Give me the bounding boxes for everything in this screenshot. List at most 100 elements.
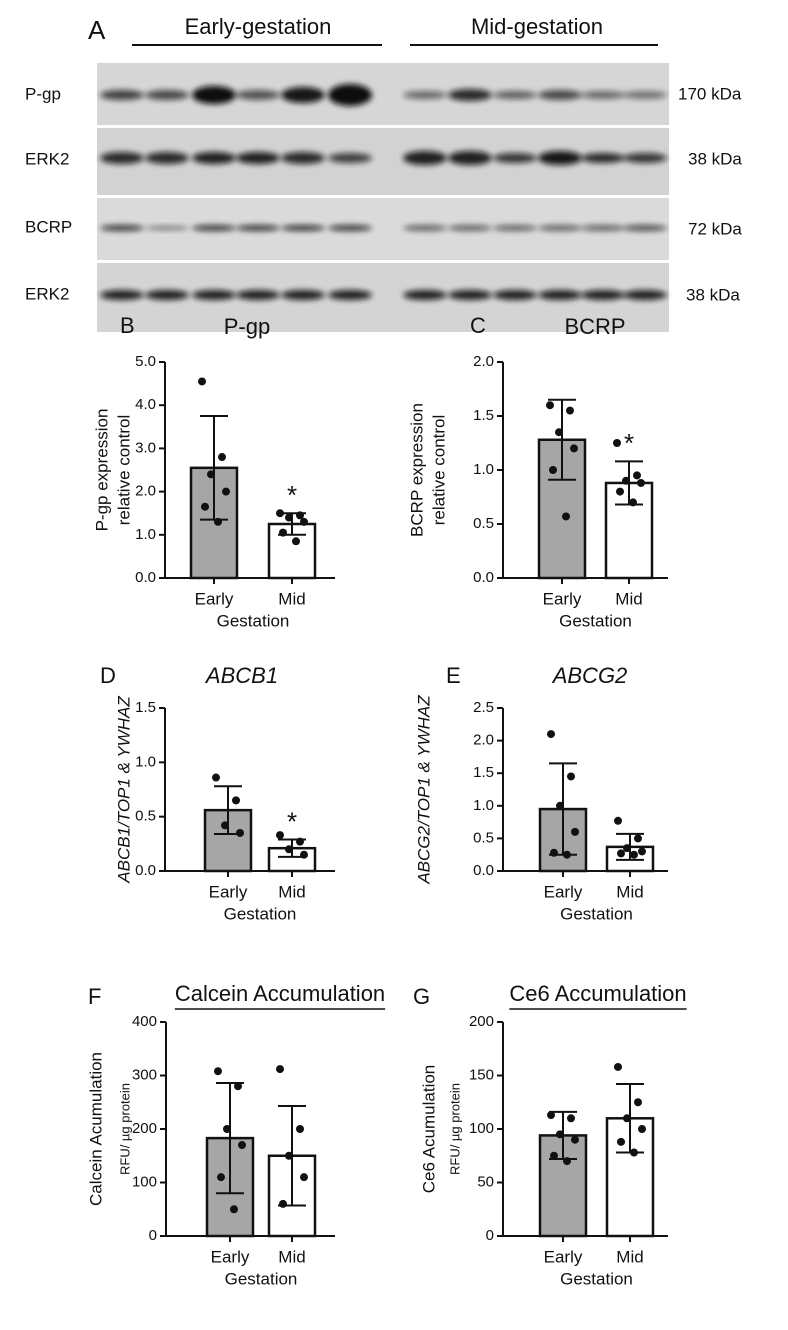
- band: [328, 225, 372, 231]
- error-bar: [548, 398, 576, 481]
- band: [236, 290, 280, 300]
- y-axis-label: RFU/ µg protein: [447, 1083, 462, 1175]
- band: [281, 87, 325, 103]
- data-point: [300, 517, 308, 526]
- data-point: [296, 511, 304, 520]
- y-tick-label: 1.0: [135, 753, 156, 770]
- panel-letter: D: [100, 663, 116, 688]
- data-point: [617, 849, 625, 858]
- data-point: [547, 1111, 555, 1120]
- y-tick-label: 2.0: [473, 732, 494, 749]
- y-tick-label: 2.0: [473, 353, 494, 370]
- data-point: [214, 517, 222, 526]
- data-point: [276, 831, 284, 840]
- row-label: BCRP: [25, 217, 72, 236]
- band: [192, 225, 236, 231]
- x-tick-label: Early: [195, 589, 234, 608]
- y-tick-label: 0.5: [473, 515, 494, 532]
- band: [448, 151, 492, 165]
- band: [448, 89, 492, 101]
- panel-letter: F: [88, 984, 101, 1009]
- significance-label: *: [624, 428, 634, 458]
- band: [100, 290, 144, 300]
- chart-title: ABCB1: [204, 663, 278, 688]
- y-tick-label: 1.5: [135, 699, 156, 716]
- data-point: [207, 470, 215, 479]
- data-point: [617, 1137, 625, 1146]
- chart-title: Calcein Accumulation: [175, 981, 385, 1006]
- band: [192, 152, 236, 164]
- group-label: Early-gestation: [185, 14, 332, 39]
- data-point: [555, 428, 563, 437]
- chart-title: BCRP: [564, 314, 625, 339]
- x-axis-label: Gestation: [217, 611, 290, 630]
- panel-letter: A: [88, 15, 106, 45]
- data-point: [638, 1125, 646, 1133]
- x-tick-label: Early: [209, 882, 248, 901]
- band: [145, 90, 189, 100]
- data-point: [198, 377, 206, 386]
- band: [538, 290, 582, 300]
- band: [403, 290, 447, 300]
- y-tick-label: 150: [469, 1066, 494, 1083]
- y-tick-label: 1.0: [473, 461, 494, 478]
- data-point: [296, 1125, 304, 1133]
- data-point: [285, 845, 293, 854]
- data-point: [630, 1148, 638, 1157]
- band: [623, 225, 667, 231]
- x-axis-label: Gestation: [224, 904, 297, 923]
- band: [328, 84, 372, 106]
- band: [623, 153, 667, 163]
- band: [493, 290, 537, 300]
- x-tick-label: Mid: [616, 882, 643, 901]
- band: [145, 226, 189, 230]
- chart-title: P-gp: [224, 314, 270, 339]
- band: [281, 290, 325, 300]
- x-tick-label: Early: [543, 589, 582, 608]
- size-label: 170 kDa: [678, 84, 742, 103]
- band: [236, 90, 280, 100]
- band: [145, 152, 189, 164]
- data-point: [623, 1114, 631, 1123]
- chart-title: Ce6 Accumulation: [509, 981, 686, 1006]
- band: [581, 290, 625, 300]
- band: [581, 153, 625, 163]
- data-point: [279, 528, 287, 537]
- data-point: [556, 1130, 564, 1139]
- data-point: [616, 487, 624, 496]
- data-point: [614, 1062, 622, 1071]
- data-point: [236, 828, 244, 837]
- data-point: [566, 406, 574, 415]
- band: [328, 153, 372, 163]
- data-point: [629, 498, 637, 507]
- band: [581, 91, 625, 99]
- band: [448, 290, 492, 300]
- x-axis-label: Gestation: [559, 611, 632, 630]
- y-tick-label: 3.0: [135, 439, 156, 456]
- y-tick-label: 50: [477, 1173, 494, 1190]
- y-tick-label: 2.5: [473, 699, 494, 716]
- data-point: [238, 1141, 246, 1150]
- x-tick-label: Early: [211, 1247, 250, 1266]
- y-tick-label: 100: [132, 1173, 157, 1190]
- band: [281, 225, 325, 231]
- data-point: [563, 850, 571, 859]
- y-tick-label: 2.0: [135, 483, 156, 500]
- x-tick-label: Early: [544, 1247, 583, 1266]
- data-point: [234, 1082, 242, 1091]
- data-point: [214, 1067, 222, 1076]
- data-point: [550, 848, 558, 857]
- blot-bands: [100, 84, 667, 300]
- y-tick-label: 0.5: [473, 829, 494, 846]
- data-point: [276, 509, 284, 518]
- band: [236, 225, 280, 231]
- y-tick-label: 400: [132, 1013, 157, 1030]
- y-axis-label: BCRP expression: [407, 403, 426, 537]
- x-tick-label: Mid: [278, 1247, 305, 1266]
- data-point: [562, 512, 570, 521]
- x-axis-label: Gestation: [560, 904, 633, 923]
- band: [581, 225, 625, 231]
- band: [100, 225, 144, 231]
